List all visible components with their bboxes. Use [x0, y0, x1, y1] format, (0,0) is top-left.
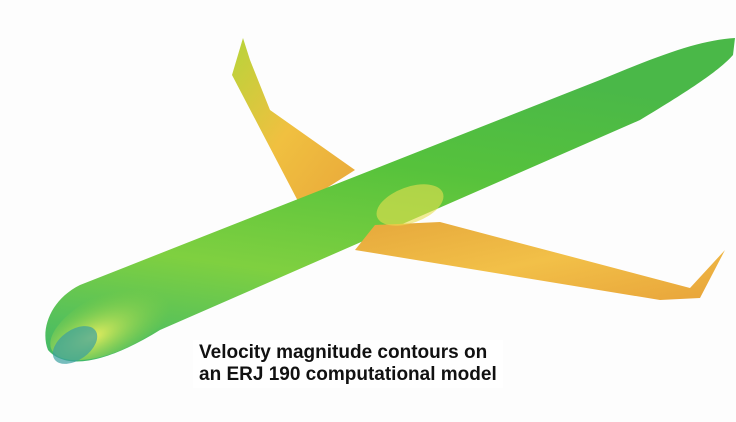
rear-wing — [232, 38, 355, 205]
caption-line: an ERJ 190 computational model — [199, 364, 497, 386]
caption-line: Velocity magnitude contours on — [199, 342, 497, 364]
page: Velocity magnitude contours on an ERJ 19… — [0, 0, 736, 422]
front-wing — [355, 222, 725, 300]
caption: Velocity magnitude contours on an ERJ 19… — [193, 340, 503, 388]
